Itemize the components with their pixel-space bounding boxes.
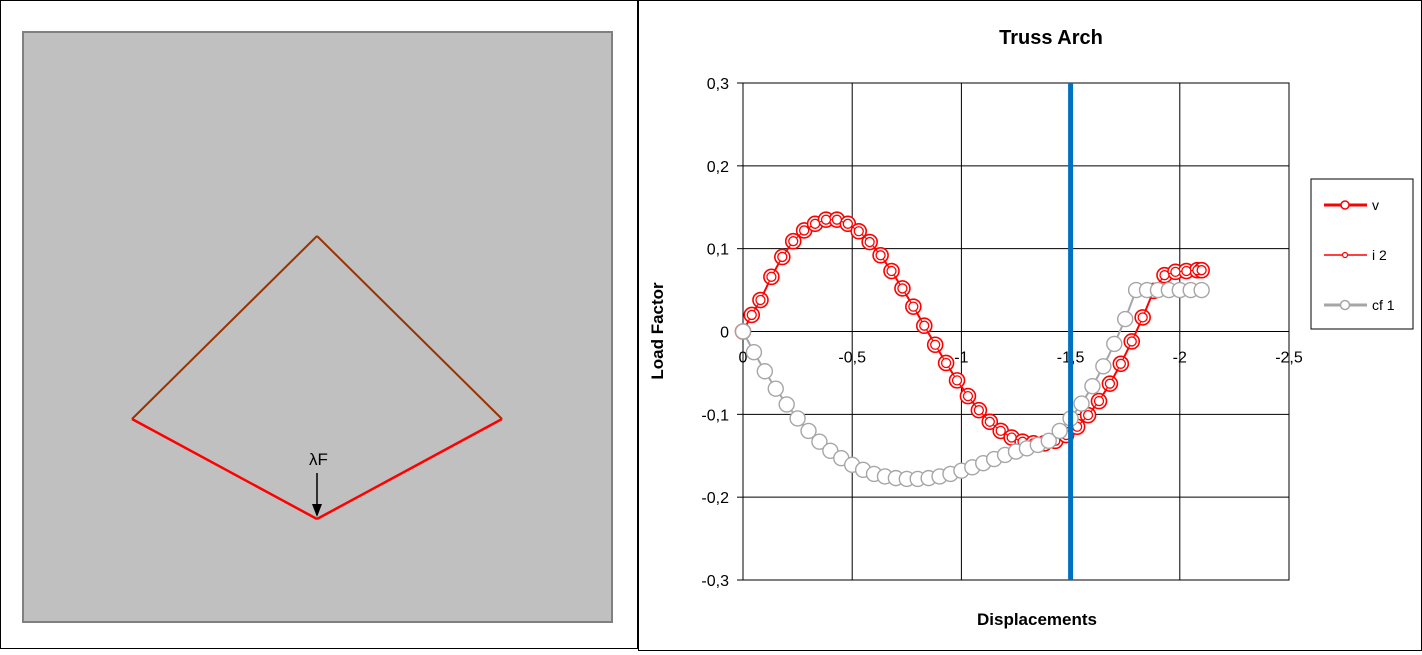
legend-label-v: v (1372, 197, 1379, 213)
point-i2 (1126, 336, 1137, 347)
point-cf1 (756, 363, 774, 380)
point-i2 (897, 283, 908, 294)
lower-right-member (316, 417, 503, 521)
legend-item-v: v (1324, 197, 1379, 213)
drawing-canvas (22, 31, 613, 623)
point-i2 (755, 294, 766, 306)
y-tick-label: 0,2 (707, 159, 729, 176)
truss-arch-chart: Truss Arch 0-0,5-1-1,5-2-2,50,30,20,10-0… (648, 27, 1414, 629)
y-tick-label: -0,1 (701, 407, 729, 424)
point-i2 (788, 236, 799, 247)
point-cf1 (1106, 335, 1123, 353)
x-tick-label: -2,5 (1275, 350, 1303, 367)
point-i2 (1159, 270, 1170, 281)
point-i2 (1196, 265, 1207, 276)
point-cf1 (734, 323, 752, 340)
point-i2 (908, 301, 919, 312)
y-tick-label: -0,3 (701, 573, 729, 590)
upper-right-member (316, 235, 503, 420)
point-i2 (1170, 266, 1181, 278)
point-cf1 (789, 410, 806, 427)
point-cf1 (1051, 422, 1068, 440)
point-i2 (1115, 358, 1126, 369)
point-i2 (1093, 395, 1105, 407)
chart-title: Truss Arch (999, 27, 1103, 49)
point-i2 (799, 225, 810, 236)
lower-left-member (131, 417, 318, 521)
y-tick-label: 0 (720, 325, 729, 342)
point-cf1 (1095, 358, 1112, 375)
point-i2 (1104, 378, 1116, 389)
point-i2 (1006, 432, 1017, 443)
point-i2 (809, 218, 821, 229)
point-i2 (995, 425, 1006, 437)
arrow-down-icon (312, 473, 322, 517)
legend-label-i2: i 2 (1372, 247, 1387, 263)
point-cf1 (1117, 310, 1134, 328)
point-i2 (766, 271, 777, 282)
point-i2 (930, 339, 941, 350)
y-tick-label: 0,1 (707, 242, 729, 259)
chart-panel: Truss Arch 0-0,5-1-1,5-2-2,50,30,20,10-0… (638, 0, 1422, 651)
point-i2 (777, 251, 788, 263)
point-i2 (951, 375, 963, 386)
point-cf1 (1040, 432, 1057, 450)
point-i2 (820, 214, 832, 225)
load-label: λF (309, 450, 328, 469)
point-i2 (962, 390, 974, 402)
point-i2 (919, 320, 930, 331)
truss-diagram: λF (22, 31, 613, 623)
point-i2 (864, 236, 875, 248)
legend-item-cf1: cf 1 (1324, 297, 1395, 313)
point-i2 (746, 309, 757, 321)
y-axis-label: Load Factor (648, 282, 667, 380)
point-cf1 (767, 380, 784, 397)
point-i2 (1082, 410, 1094, 421)
legend-label-cf1: cf 1 (1372, 297, 1395, 313)
x-axis-label: Displacements (977, 610, 1097, 629)
point-cf1 (745, 344, 763, 361)
point-i2 (853, 226, 864, 237)
point-cf1 (778, 396, 795, 413)
point-i2 (831, 214, 843, 225)
point-i2 (875, 250, 886, 261)
point-cf1 (1073, 395, 1090, 412)
y-tick-label: 0,3 (707, 76, 729, 93)
legend: v i 2 cf 1 (1310, 178, 1414, 330)
point-i2 (984, 416, 995, 427)
upper-left-member (131, 235, 318, 420)
x-tick-label: 0 (739, 350, 748, 367)
structure-panel: λF (0, 0, 638, 649)
point-i2 (886, 265, 897, 277)
x-tick-label: -1 (954, 350, 968, 367)
point-i2 (1137, 312, 1148, 323)
point-i2 (1181, 265, 1192, 277)
x-tick-label: -0,5 (838, 350, 866, 367)
point-i2 (842, 218, 853, 229)
point-i2 (940, 357, 952, 369)
point-cf1 (1193, 281, 1210, 299)
point-cf1 (1084, 377, 1101, 395)
point-i2 (973, 405, 985, 416)
x-tick-label: -2 (1173, 350, 1187, 367)
point-cf1 (800, 422, 817, 440)
point-cf1 (811, 433, 828, 450)
y-tick-label: -0,2 (701, 490, 729, 507)
legend-item-i2: i 2 (1324, 247, 1387, 263)
